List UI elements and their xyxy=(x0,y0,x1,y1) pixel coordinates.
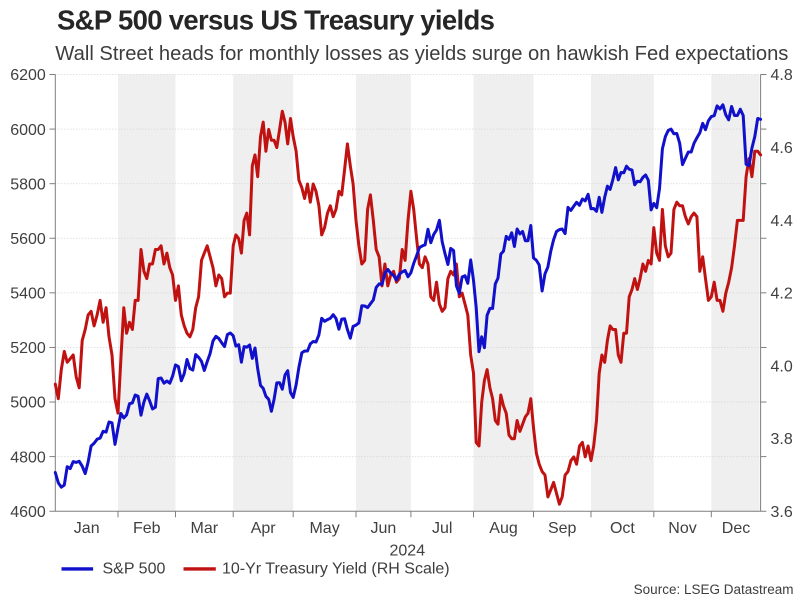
svg-text:5000: 5000 xyxy=(10,395,46,412)
svg-text:S&P 500 versus US Treasury yie: S&P 500 versus US Treasury yields xyxy=(57,4,495,35)
svg-text:10-Yr Treasury Yield (RH Scale: 10-Yr Treasury Yield (RH Scale) xyxy=(222,560,450,577)
svg-text:Nov: Nov xyxy=(668,520,696,537)
svg-text:Jan: Jan xyxy=(74,520,100,537)
svg-text:Mar: Mar xyxy=(191,520,219,537)
svg-text:4.0: 4.0 xyxy=(771,358,793,375)
svg-text:5800: 5800 xyxy=(10,176,46,193)
svg-text:4.8: 4.8 xyxy=(771,67,793,84)
svg-text:3.6: 3.6 xyxy=(771,504,793,521)
svg-text:Jun: Jun xyxy=(371,520,397,537)
svg-text:6200: 6200 xyxy=(10,67,46,84)
svg-text:5600: 5600 xyxy=(10,231,46,248)
svg-text:Aug: Aug xyxy=(489,520,517,537)
svg-text:Dec: Dec xyxy=(722,520,750,537)
svg-text:4.4: 4.4 xyxy=(771,213,793,230)
svg-text:Oct: Oct xyxy=(610,520,635,537)
svg-text:May: May xyxy=(309,520,339,537)
svg-text:Feb: Feb xyxy=(133,520,161,537)
svg-text:Jul: Jul xyxy=(432,520,452,537)
svg-text:4800: 4800 xyxy=(10,449,46,466)
svg-text:5400: 5400 xyxy=(10,286,46,303)
svg-text:6000: 6000 xyxy=(10,122,46,139)
svg-text:Wall Street heads for monthly: Wall Street heads for monthly losses as … xyxy=(55,43,788,65)
svg-text:Source: LSEG Datastream: Source: LSEG Datastream xyxy=(634,582,794,597)
svg-text:4.2: 4.2 xyxy=(771,286,793,303)
svg-text:Sep: Sep xyxy=(548,520,577,537)
svg-text:4.6: 4.6 xyxy=(771,140,793,157)
svg-text:2024: 2024 xyxy=(390,543,426,560)
svg-text:5200: 5200 xyxy=(10,340,46,357)
svg-text:3.8: 3.8 xyxy=(771,431,793,448)
svg-text:Apr: Apr xyxy=(251,520,277,537)
svg-text:S&P 500: S&P 500 xyxy=(103,560,166,577)
svg-text:4600: 4600 xyxy=(10,504,46,521)
